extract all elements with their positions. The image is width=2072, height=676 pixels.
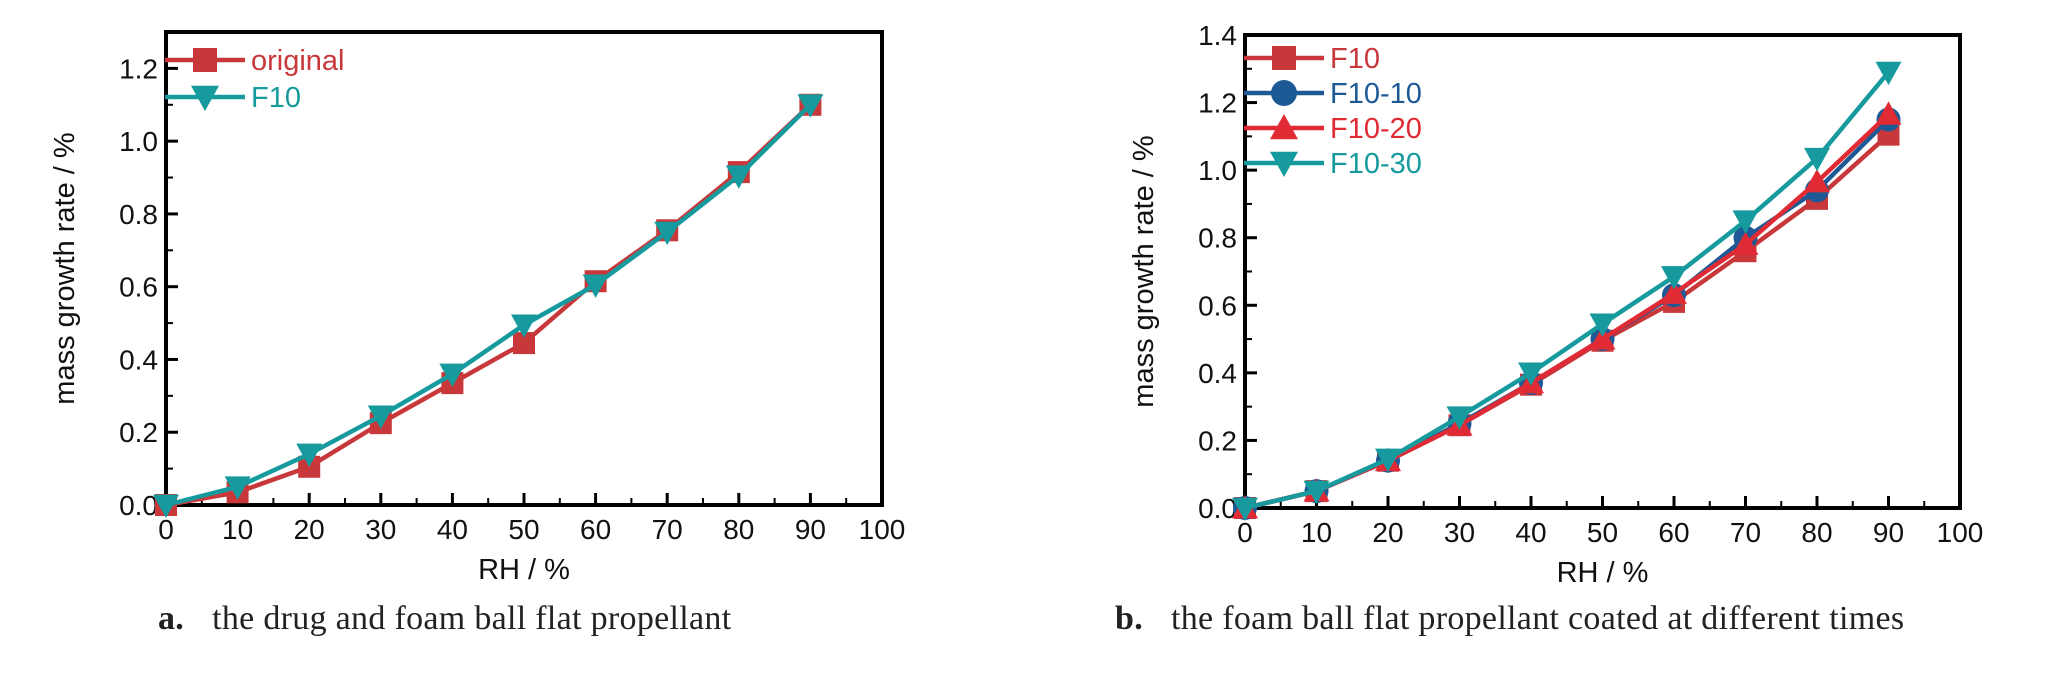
caption-a-text: the drug and foam ball flat propellant — [212, 600, 732, 637]
x-tick-label-b: 30 — [1444, 517, 1475, 548]
x-tick-label-b: 10 — [1301, 517, 1332, 548]
x-tick-label-b: 40 — [1515, 517, 1546, 548]
data-point-b-f10-20 — [1804, 168, 1830, 193]
data-point-a-f10 — [511, 314, 537, 338]
legend-marker-b — [1271, 80, 1297, 106]
legend-marker-a — [193, 48, 217, 72]
series-line-a-original — [165, 103, 812, 508]
data-point-a-f10 — [224, 476, 251, 500]
data-point-b-f10-30 — [1732, 210, 1759, 234]
y-tick-label-b: 1.2 — [1198, 88, 1237, 119]
x-tick-label-a: 40 — [437, 514, 468, 545]
y-tick-label-b: 0.6 — [1198, 290, 1237, 321]
legend-marker-b — [1270, 151, 1298, 177]
series-line-b-f10 — [1244, 132, 1891, 511]
legend-label-b: F10-10 — [1330, 78, 1422, 110]
caption-b-text: the foam ball flat propellant coated at … — [1171, 600, 1905, 637]
data-point-b-f10-20 — [1661, 280, 1687, 304]
y-tick-label-b: 0.8 — [1198, 223, 1237, 254]
chart-b-svg: 0 10 20 30 40 50 60 70 80 90 100 0.0 0.2 0.4 0.6 0.8 1.0… — [1128, 20, 1984, 589]
y-tick-label-a: 0.6 — [119, 272, 158, 303]
data-point-b-f10-30 — [1518, 362, 1544, 386]
legend-marker-b — [1270, 114, 1298, 140]
series-line-b-f10-30 — [1244, 70, 1891, 511]
x-tick-label-a: 100 — [859, 514, 906, 545]
data-point-b-f10-20 — [1589, 326, 1616, 350]
series-line-a-f10 — [165, 103, 812, 508]
data-point-a-f10 — [654, 221, 681, 246]
legend-label-a: F10 — [251, 82, 301, 114]
x-tick-label-b: 60 — [1658, 517, 1689, 548]
data-point-a-f10 — [797, 94, 824, 118]
y-axis-title-b: mass growth rate / % — [1128, 135, 1160, 407]
legend-label-b: F10 — [1330, 43, 1380, 75]
y-tick-label-b: 0.4 — [1198, 358, 1237, 389]
data-point-b-f10-30 — [1446, 406, 1473, 430]
y-tick-label-b: 1.0 — [1198, 155, 1237, 186]
y-tick-label-a: 0.8 — [119, 199, 158, 230]
y-tick-label-b: 0.0 — [1198, 493, 1237, 524]
legend-label-b: F10-20 — [1330, 113, 1422, 145]
data-point-a-f10 — [439, 363, 466, 388]
legend-label-a: original — [251, 45, 345, 77]
y-tick-label-a: 0.4 — [119, 344, 158, 375]
x-tick-label-a: 20 — [294, 514, 325, 545]
data-point-a-f10 — [582, 274, 609, 298]
y-tick-label-a: 0.2 — [119, 417, 158, 448]
data-point-b-f10-30 — [1303, 480, 1330, 505]
data-point-b-f10-20 — [1732, 231, 1759, 255]
y-tick-label-b: 1.4 — [1198, 20, 1237, 51]
data-point-b-f10-30 — [1375, 448, 1401, 473]
data-point-b-f10-30 — [1804, 147, 1830, 172]
x-axis-title-b: RH / % — [1557, 557, 1649, 589]
chart-panel-b: 0 10 20 30 40 50 60 70 80 90 100 0.0 0.2 0.4 0.6 0.8 1.0… — [1036, 0, 2072, 676]
data-point-a-original — [513, 332, 535, 355]
caption-a: a. the drug and foam ball flat propellant — [158, 600, 731, 638]
y-tick-label-a: 1.0 — [119, 126, 158, 157]
caption-b: b. the foam ball flat propellant coated a… — [1115, 600, 1904, 638]
y-tick-label-a: 1.2 — [119, 53, 158, 84]
data-point-a-f10 — [296, 443, 323, 468]
legend-marker-b — [1272, 46, 1296, 70]
caption-a-letter: a. — [158, 600, 185, 637]
x-tick-label-b: 50 — [1587, 517, 1618, 548]
x-tick-label-a: 10 — [222, 514, 253, 545]
x-tick-label-a: 70 — [652, 514, 683, 545]
data-point-a-f10 — [153, 494, 179, 518]
x-tick-label-b: 90 — [1873, 517, 1904, 548]
data-point-a-f10 — [725, 165, 752, 189]
y-tick-label-b: 0.2 — [1198, 425, 1237, 456]
data-point-b-f10-30 — [1589, 313, 1616, 337]
x-tick-label-b: 70 — [1730, 517, 1761, 548]
x-tick-label-a: 30 — [365, 514, 396, 545]
x-axis-title-a: RH / % — [478, 554, 570, 586]
data-point-b-f10-20 — [1875, 101, 1902, 125]
data-point-a-f10 — [367, 405, 394, 429]
x-tick-label-b: 80 — [1801, 517, 1832, 548]
x-tick-label-b: 100 — [1937, 517, 1984, 548]
y-axis-title-a: mass growth rate / % — [49, 132, 81, 404]
data-point-b-f10-30 — [1875, 61, 1902, 86]
x-tick-label-b: 20 — [1372, 517, 1403, 548]
y-tick-label-a: 0.0 — [119, 490, 158, 521]
chart-panel-a: 0 10 20 30 40 50 60 70 80 90 100 0.0 0.2 0.4 0.6 0.8 1.0… — [49, 30, 906, 638]
data-point-b-f10-30 — [1232, 497, 1258, 521]
x-tick-label-a: 0 — [158, 514, 174, 545]
data-point-b-f10-30 — [1661, 266, 1687, 290]
caption-b-letter: b. — [1115, 600, 1144, 637]
x-tick-label-b: 0 — [1237, 517, 1253, 548]
legend-label-b: F10-30 — [1330, 148, 1422, 180]
x-tick-label-a: 60 — [580, 514, 611, 545]
legend-marker-a — [191, 85, 219, 111]
x-tick-label-a: 90 — [795, 514, 826, 545]
x-tick-label-a: 50 — [508, 514, 539, 545]
chart-a-svg: 0 10 20 30 40 50 60 70 80 90 100 0.0 0.2 0.4 0.6 0.8 1.0… — [49, 30, 906, 586]
x-tick-label-a: 80 — [723, 514, 754, 545]
